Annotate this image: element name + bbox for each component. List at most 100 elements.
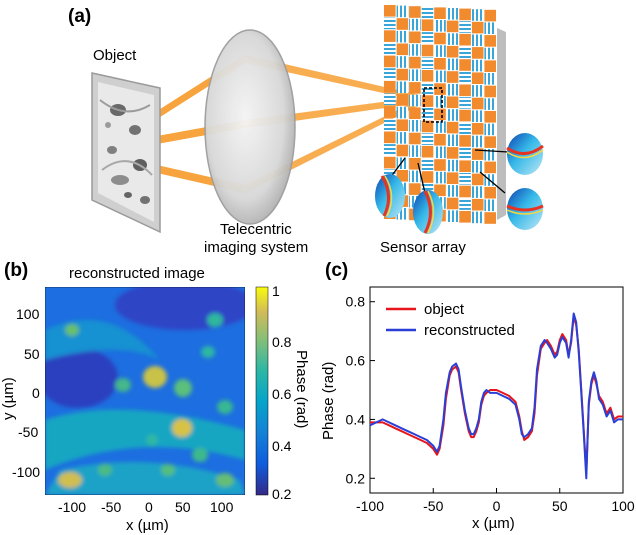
sensor-tile [459, 97, 471, 109]
sensor-tile [421, 44, 434, 57]
sensor-tile [446, 185, 459, 197]
sensor-tile [421, 19, 434, 31]
sensor-tile [434, 171, 446, 184]
sensor-tile [446, 109, 459, 121]
sensor-tile [459, 8, 471, 21]
sensor-tile [484, 123, 496, 136]
sensor-tile [471, 211, 484, 224]
sensor-tile [459, 147, 471, 160]
sensor-array [384, 5, 506, 224]
sensor-tile [396, 43, 409, 56]
sensor-tile [421, 57, 434, 69]
sensor-tile [409, 120, 421, 132]
sensor-tile [409, 94, 421, 107]
sensor-tile [434, 32, 446, 45]
sensor-tile [446, 147, 459, 159]
sensor-tile [459, 84, 471, 97]
sensor-tile [396, 132, 409, 144]
sensor-tile [471, 135, 484, 148]
phase-image [45, 287, 245, 495]
colorbar [255, 286, 269, 496]
sensor-tile [484, 35, 496, 47]
plot-xtick-label: 100 [611, 498, 635, 514]
plot-ytick-label: 0.4 [346, 411, 366, 427]
sensor-tile [459, 160, 471, 172]
sensor-tile [409, 56, 421, 69]
image-xtick: -50 [101, 499, 121, 515]
plot-ytick-label: 0.6 [346, 353, 366, 369]
object-slide [91, 72, 161, 234]
sensor-tile [471, 47, 484, 59]
image-x-axis-label: x (µm) [126, 517, 169, 534]
sensor-tile [434, 121, 446, 133]
sensor-tile [459, 46, 471, 59]
plot-x-axis-label: x (µm) [472, 515, 515, 532]
sensor-tile [471, 9, 484, 21]
sensor-tile [434, 70, 446, 83]
sensor-tile [446, 159, 459, 172]
sensor-tile [384, 5, 396, 17]
plot-xtick-label: -50 [423, 498, 443, 514]
colorbar-tick: 1 [272, 283, 280, 299]
sensor-tile [446, 45, 459, 58]
plot-xtick-label: -100 [356, 498, 384, 514]
sensor-tile [409, 145, 421, 157]
panel-c-label: (c) [325, 260, 348, 281]
sensor-tile [396, 30, 409, 43]
sensor-tile [421, 82, 434, 95]
panel-a-label: (a) [68, 6, 91, 27]
sensor-tile [421, 108, 434, 120]
sensor-tile [396, 56, 409, 68]
sensor-tile [421, 70, 434, 82]
image-y-axis-label: y (µm) [0, 377, 17, 420]
lens-label-line2: imaging system [204, 239, 308, 256]
sensor-tile [484, 47, 496, 60]
sensor-tile [384, 17, 396, 30]
sensor-tile [409, 44, 421, 56]
sensor-tile [421, 6, 434, 19]
sensor-tile [471, 198, 484, 211]
sensor-tile [384, 68, 396, 80]
sensor-tile [421, 171, 434, 183]
image-ytick: 100 [16, 306, 40, 322]
plot-ytick-label: 0.8 [346, 294, 366, 310]
sensor-tile [384, 42, 396, 55]
sensor-tile [484, 85, 496, 98]
sensor-tile [384, 80, 396, 93]
plot-lines [369, 312, 623, 480]
object-label: Object [93, 47, 137, 64]
sensor-tile [434, 45, 446, 57]
sensor-tile [409, 107, 421, 119]
sensor-tile [459, 33, 471, 46]
sensor-tile [471, 59, 484, 72]
image-ytick: 0 [32, 385, 40, 401]
sensor-tile [434, 7, 446, 20]
sensor-tile [421, 183, 434, 196]
sensor-tile [434, 108, 446, 121]
telecentric-lens [204, 29, 296, 225]
sensor-tile [459, 59, 471, 71]
plot-legend: object reconstructed [386, 301, 515, 339]
sensor-tile [459, 211, 471, 223]
colorbar-tick: 0.8 [272, 334, 292, 350]
sensor-tile [471, 72, 484, 84]
sensor-tile [384, 93, 396, 106]
sensor-tile [484, 212, 496, 224]
sensor-tile [421, 158, 434, 171]
sensor-tile [396, 157, 409, 169]
legend-label-object: object [424, 301, 465, 318]
sensor-tile [484, 186, 496, 199]
colorbar-tick: 0.6 [272, 386, 292, 402]
plot-ticks: -100 -50 0 50 100 0.8 0.6 0.4 0.2 [346, 294, 635, 514]
plot-y-axis-label: Phase (rad) [320, 362, 337, 440]
sensor-tile [396, 68, 409, 81]
sensor-tile [396, 5, 409, 18]
sensor-tile [409, 183, 421, 195]
sensor-tile [384, 30, 396, 42]
sensor-tile [471, 97, 484, 110]
sensor-tile [471, 34, 484, 47]
sensor-tile [459, 122, 471, 134]
image-xtick: 100 [210, 499, 234, 515]
sensor-tile [409, 31, 421, 44]
sensor-tile [396, 94, 409, 106]
